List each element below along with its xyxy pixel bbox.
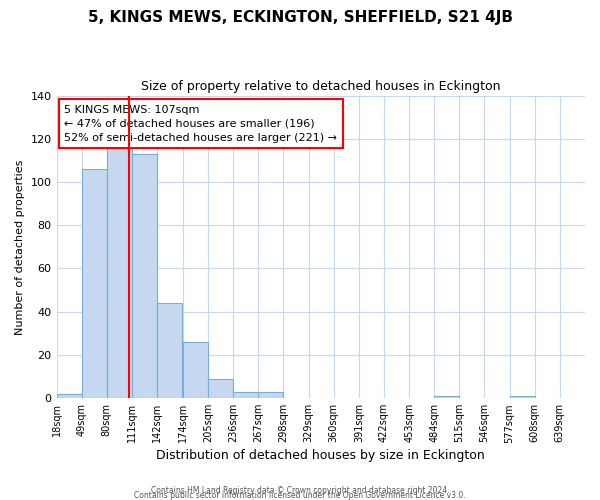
Bar	[157, 303, 182, 398]
Bar	[434, 396, 460, 398]
Y-axis label: Number of detached properties: Number of detached properties	[15, 159, 25, 334]
Bar	[208, 378, 233, 398]
Text: 5, KINGS MEWS, ECKINGTON, SHEFFIELD, S21 4JB: 5, KINGS MEWS, ECKINGTON, SHEFFIELD, S21…	[88, 10, 512, 25]
X-axis label: Distribution of detached houses by size in Eckington: Distribution of detached houses by size …	[157, 450, 485, 462]
Bar	[56, 394, 82, 398]
Bar	[107, 146, 132, 398]
Bar	[82, 169, 107, 398]
Text: Contains public sector information licensed under the Open Government Licence v3: Contains public sector information licen…	[134, 491, 466, 500]
Bar	[183, 342, 208, 398]
Bar	[509, 396, 535, 398]
Bar	[132, 154, 157, 398]
Title: Size of property relative to detached houses in Eckington: Size of property relative to detached ho…	[141, 80, 500, 93]
Bar	[233, 392, 259, 398]
Text: Contains HM Land Registry data © Crown copyright and database right 2024.: Contains HM Land Registry data © Crown c…	[151, 486, 449, 495]
Text: 5 KINGS MEWS: 107sqm
← 47% of detached houses are smaller (196)
52% of semi-deta: 5 KINGS MEWS: 107sqm ← 47% of detached h…	[64, 104, 337, 142]
Bar	[259, 392, 283, 398]
